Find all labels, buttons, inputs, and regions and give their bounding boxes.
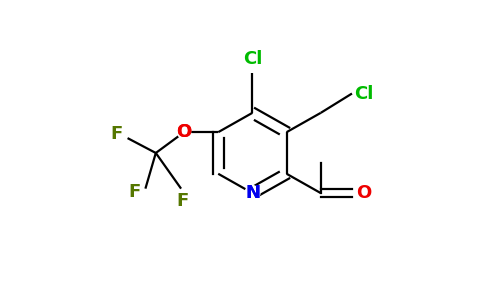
- Text: F: F: [177, 192, 189, 210]
- Circle shape: [178, 126, 191, 139]
- Text: O: O: [356, 184, 372, 202]
- Text: Cl: Cl: [242, 50, 262, 68]
- Text: O: O: [176, 123, 192, 141]
- Text: F: F: [111, 125, 123, 143]
- Text: Cl: Cl: [354, 85, 374, 103]
- Text: N: N: [245, 184, 260, 202]
- Text: F: F: [129, 183, 141, 201]
- Text: N: N: [245, 184, 260, 202]
- Text: O: O: [176, 123, 192, 141]
- Circle shape: [245, 186, 260, 200]
